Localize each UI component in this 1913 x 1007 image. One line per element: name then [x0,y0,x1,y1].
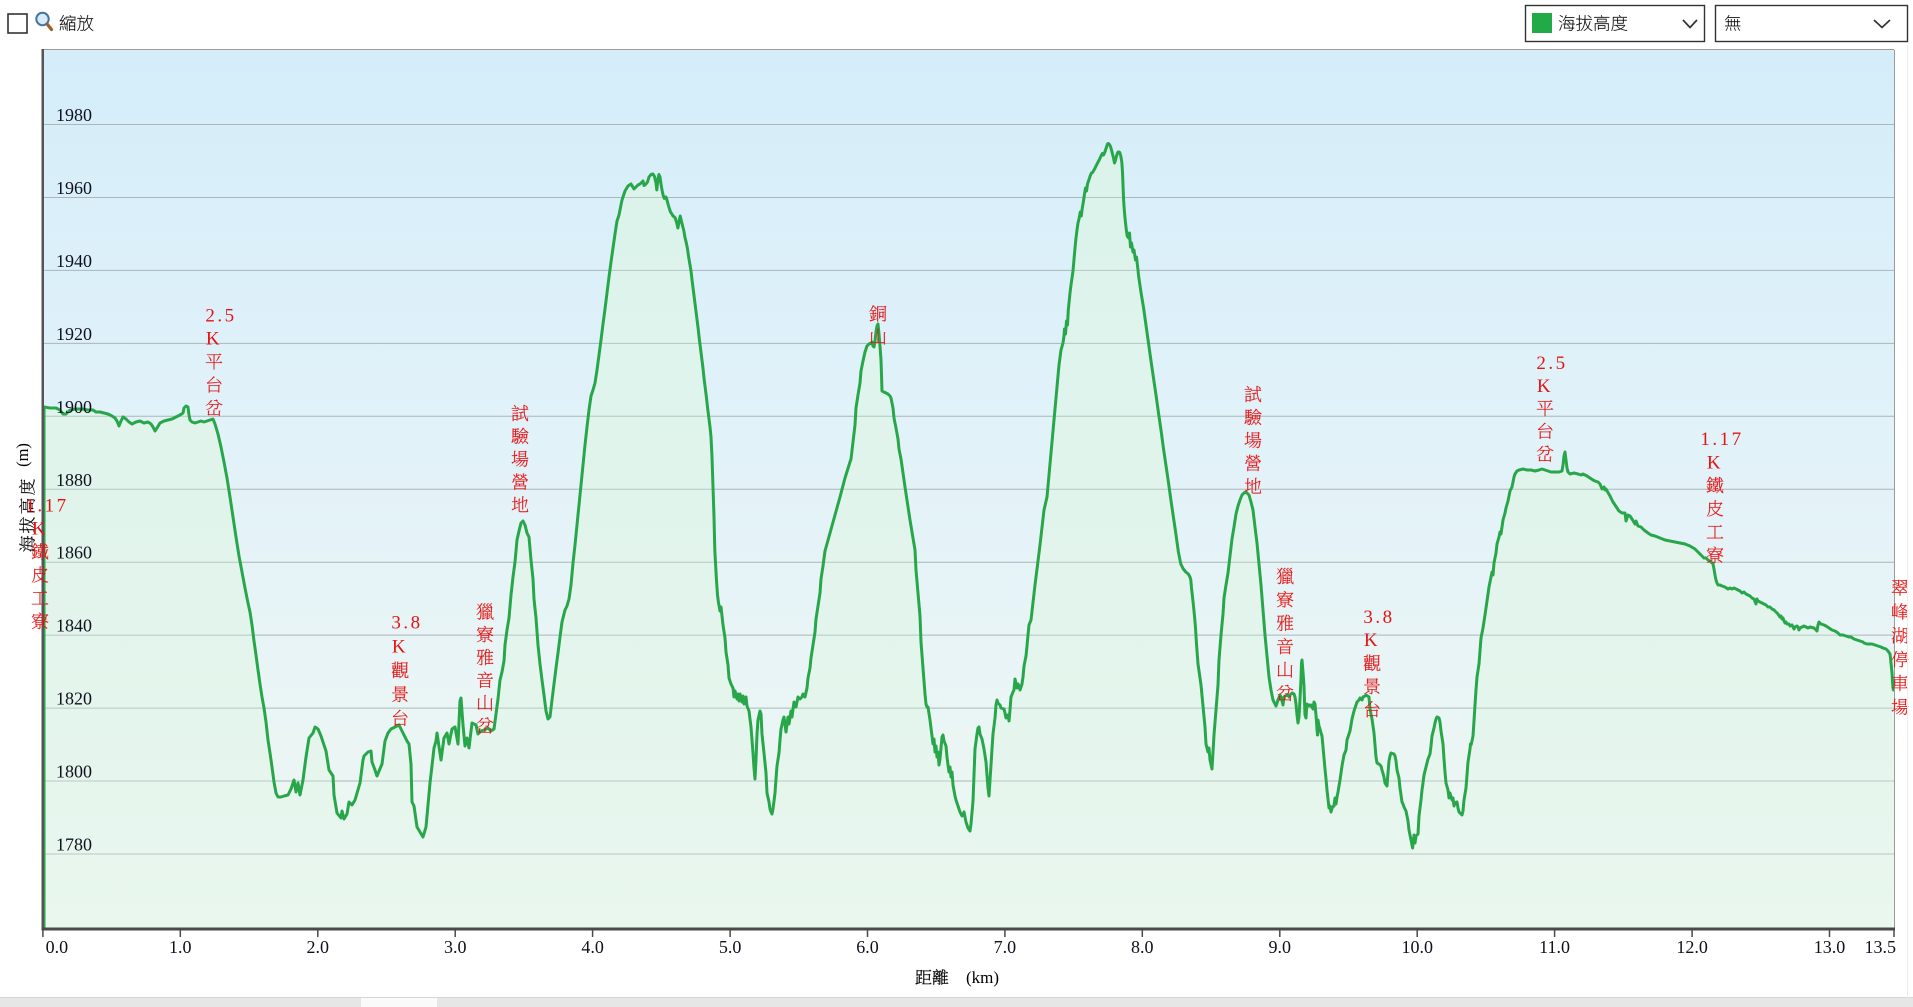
svg-text:4.0: 4.0 [581,937,604,957]
svg-text:3.8: 3.8 [391,613,422,634]
svg-text:1980: 1980 [56,105,92,125]
svg-text:3.8: 3.8 [1363,607,1394,628]
svg-text:K: K [1537,376,1553,397]
svg-text:1900: 1900 [56,397,92,417]
svg-text:10.0: 10.0 [1401,937,1433,957]
svg-text:K: K [32,519,48,540]
svg-text:K: K [392,637,408,658]
svg-text:5.0: 5.0 [719,937,742,957]
svg-text:12.0: 12.0 [1676,937,1708,957]
svg-text:2.0: 2.0 [307,937,330,957]
svg-text:7.0: 7.0 [994,937,1017,957]
svg-text:2.5: 2.5 [205,306,236,327]
svg-text:1860: 1860 [56,543,92,563]
svg-text:6.0: 6.0 [856,937,879,957]
svg-text:1800: 1800 [56,762,92,782]
svg-text:(km): (km) [966,968,999,987]
svg-text:1780: 1780 [56,835,92,855]
svg-text:13.0: 13.0 [1814,937,1846,957]
svg-text:8.0: 8.0 [1131,937,1154,957]
svg-text:0.0: 0.0 [46,937,69,957]
svg-text:1920: 1920 [56,324,92,344]
svg-text:13.5: 13.5 [1865,937,1897,957]
svg-text:K: K [1364,630,1380,651]
svg-text:1820: 1820 [56,689,92,709]
svg-text:1840: 1840 [56,616,92,636]
svg-text:1880: 1880 [56,470,92,490]
svg-text:1.0: 1.0 [169,937,192,957]
svg-text:3.0: 3.0 [444,937,467,957]
svg-text:11.0: 11.0 [1539,937,1570,957]
svg-text:(m): (m) [13,443,32,467]
svg-text:K: K [206,329,222,350]
svg-text:9.0: 9.0 [1269,937,1292,957]
svg-text:1940: 1940 [56,251,92,271]
svg-text:2.5: 2.5 [1536,353,1567,374]
svg-text:1.17: 1.17 [1700,429,1743,450]
svg-text:1.17: 1.17 [25,496,68,517]
svg-text:1960: 1960 [56,178,92,198]
svg-text:K: K [1707,452,1723,473]
